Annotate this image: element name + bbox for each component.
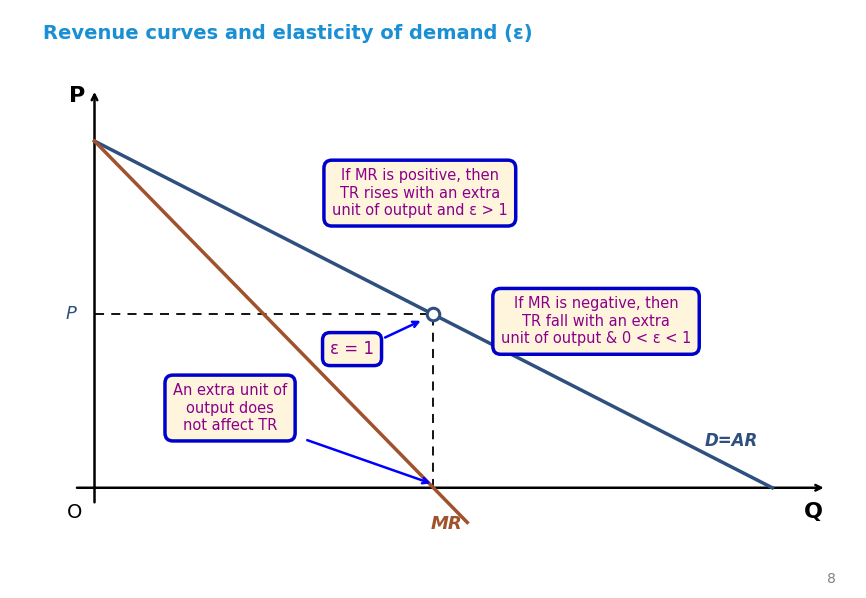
Text: O: O <box>67 502 82 521</box>
Text: If MR is positive, then
TR rises with an extra
unit of output and ε > 1: If MR is positive, then TR rises with an… <box>332 168 507 218</box>
Text: Q: Q <box>804 502 823 522</box>
Text: Revenue curves and elasticity of demand (ε): Revenue curves and elasticity of demand … <box>43 24 533 43</box>
Text: If MR is negative, then
TR fall with an extra
unit of output & 0 < ε < 1: If MR is negative, then TR fall with an … <box>501 297 691 346</box>
Text: D=AR: D=AR <box>704 432 758 450</box>
Text: ε = 1: ε = 1 <box>330 340 374 358</box>
Text: MR: MR <box>431 515 462 533</box>
Text: P: P <box>65 306 76 324</box>
Text: An extra unit of
output does
not affect TR: An extra unit of output does not affect … <box>173 383 288 433</box>
Text: 8: 8 <box>827 572 836 586</box>
Text: P: P <box>69 86 86 106</box>
